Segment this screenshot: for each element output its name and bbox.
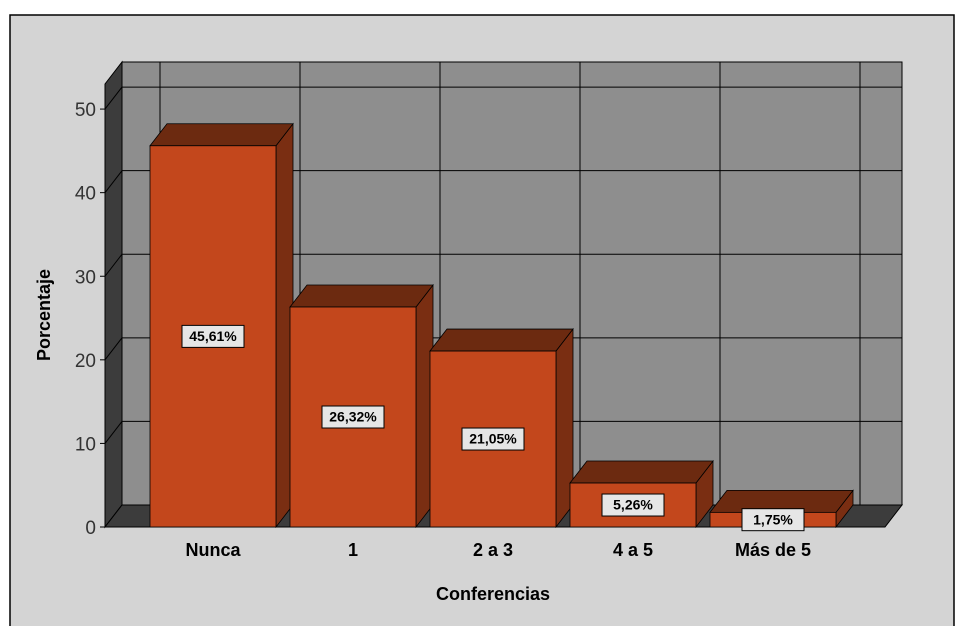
x-tick-label: Nunca	[185, 540, 241, 560]
value-label: 5,26%	[613, 497, 653, 513]
value-label-box	[461, 427, 525, 451]
x-tick-label: 2 a 3	[473, 540, 513, 560]
bar-top	[289, 284, 434, 308]
grid-line	[104, 337, 123, 361]
y-tick-label: 50	[75, 100, 96, 121]
value-label-box	[601, 493, 665, 517]
value-label-box	[741, 508, 805, 532]
x-axis-title: Conferencias	[436, 584, 550, 604]
y-tick-label: 20	[75, 351, 96, 372]
value-label-box	[181, 324, 245, 348]
value-label-box	[321, 405, 385, 429]
grid-line	[104, 170, 123, 193]
value-label: 45,61%	[189, 328, 237, 344]
x-tick-label: 4 a 5	[613, 540, 653, 560]
value-label: 1,75%	[753, 511, 793, 527]
bar-top	[569, 460, 714, 484]
grid-line	[104, 86, 123, 110]
bar-top	[429, 328, 574, 352]
bar-top	[149, 123, 294, 147]
y-axis-title: Porcentaje	[34, 269, 54, 361]
y-tick-label: 30	[75, 267, 96, 288]
y-tick-label: 10	[75, 434, 96, 455]
x-tick-label: 1	[348, 540, 358, 560]
y-tick-label: 40	[75, 184, 96, 205]
y-tick-label: 0	[85, 518, 96, 539]
value-label: 26,32%	[329, 409, 377, 425]
side-wall	[104, 60, 123, 529]
grid-line	[104, 421, 123, 444]
value-label: 21,05%	[469, 431, 517, 447]
grid-line	[104, 253, 123, 277]
x-tick-label: Más de 5	[735, 540, 811, 560]
